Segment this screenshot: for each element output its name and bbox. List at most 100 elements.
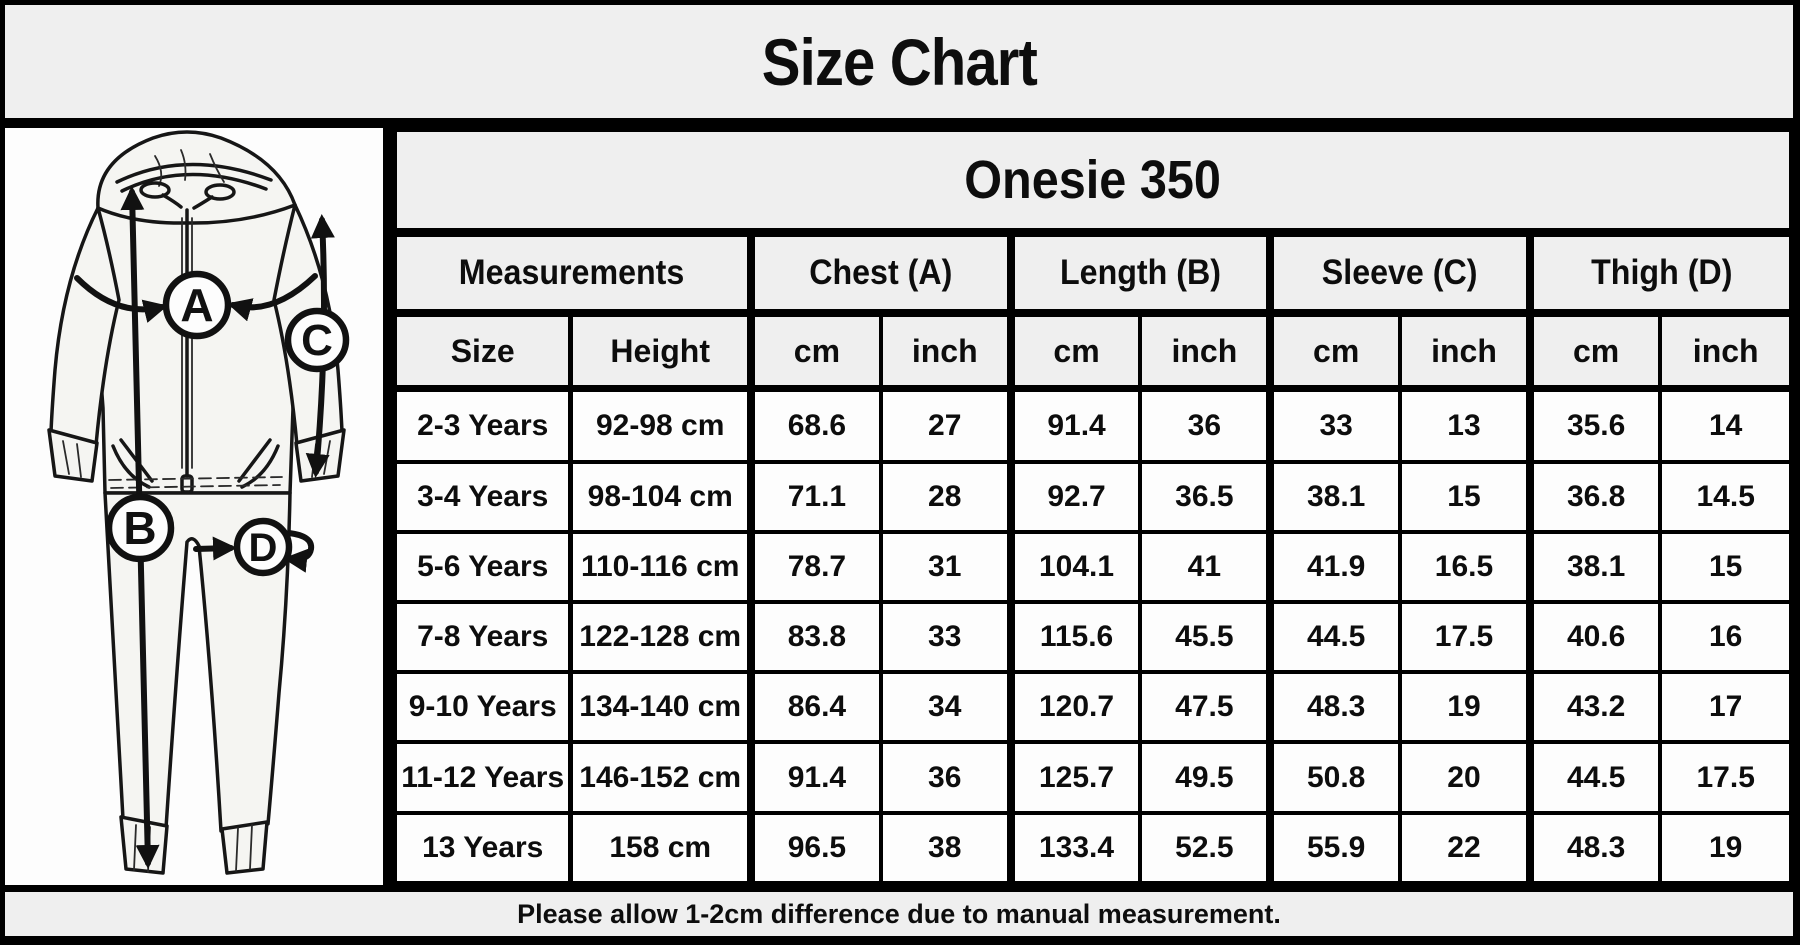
table-cell: 134-140 cm: [568, 670, 754, 745]
table-cell: 146-152 cm: [568, 740, 754, 815]
thigh-label: D: [249, 526, 278, 570]
table-cell: 45.5: [1138, 599, 1273, 675]
table-cell: 49.5: [1138, 740, 1273, 815]
table-cell: 36.5: [1138, 459, 1273, 534]
table-cell: 15: [1398, 459, 1532, 534]
group-header-label: Thigh (D): [1590, 253, 1733, 292]
table-row: 3-4 Years 98-104 cm 71.1 28 92.7 36.5 38.1 15 36…: [393, 459, 1793, 534]
chest-label-circle: [162, 270, 232, 340]
table-cell: 48.3: [1525, 810, 1663, 886]
table-cell: 38.1: [1525, 529, 1663, 604]
table-cell: 44.5: [1266, 599, 1403, 675]
table-cell: 35.6: [1525, 386, 1663, 464]
table-cell: 91.4: [1006, 386, 1143, 464]
table-cell: 7-8 Years: [393, 599, 573, 675]
table-cell: 122-128 cm: [568, 599, 754, 675]
table-cell: 44.5: [1525, 740, 1663, 815]
col-header-thigh-inch: inch: [1658, 311, 1793, 392]
table-cell: 71.1: [747, 459, 883, 534]
table-cell: 48.3: [1266, 670, 1403, 745]
col-header-chest-cm: cm: [747, 311, 883, 392]
col-header-length-cm: cm: [1006, 311, 1143, 392]
table-cell: 38: [878, 810, 1013, 886]
table-cell: 16.5: [1398, 529, 1532, 604]
table-cell: 47.5: [1138, 670, 1273, 745]
drawcords: [161, 193, 214, 210]
product-title: Onesie 350: [964, 150, 1222, 210]
table-cell: 17.5: [1398, 599, 1532, 675]
col-header-height: Height: [568, 311, 754, 392]
table-cell: 22: [1398, 810, 1532, 886]
table-row: 11-12 Years 146-152 cm 91.4 36 125.7 49.5 50.8…: [393, 740, 1793, 815]
page-title: Size Chart: [761, 24, 1037, 99]
table-cell: 11-12 Years: [393, 740, 573, 815]
table-cell: 9-10 Years: [393, 670, 573, 745]
table-cell: 28: [878, 459, 1013, 534]
table-cell: 41.9: [1266, 529, 1403, 604]
hood-rim-inner: [120, 172, 268, 193]
table-cell: 40.6: [1525, 599, 1663, 675]
table-cell: 91.4: [747, 740, 883, 815]
onesie-diagram: A B C D: [47, 130, 350, 875]
table-cell: 36: [1138, 386, 1273, 464]
table-cell: 2-3 Years: [393, 386, 573, 464]
group-header-length: Length (B): [1006, 230, 1273, 317]
product-title-cell: Onesie 350: [393, 128, 1793, 237]
sleeve-label-circle: [284, 307, 350, 373]
group-header-measurements: Measurements: [393, 230, 753, 317]
table-row: 7-8 Years 122-128 cm 83.8 33 115.6 45.5 44.5 17…: [393, 599, 1793, 675]
chest-arrow-left: [74, 275, 168, 323]
thigh-arrow: [193, 536, 237, 561]
group-header-chest: Chest (A): [747, 230, 1013, 317]
right-ankle-cuff: [220, 820, 269, 875]
measurement-annotations: A B C D: [74, 186, 350, 869]
table-cell: 13: [1398, 386, 1532, 464]
table-cell: 19: [1398, 670, 1532, 745]
table-cell: 34: [878, 670, 1013, 745]
size-table-panel: Onesie 350 Measurements Chest (A) Length…: [393, 128, 1794, 886]
table-cell: 17.5: [1658, 740, 1793, 815]
table-row: 2-3 Years 92-98 cm 68.6 27 91.4 36 33 13 35.6 14: [393, 386, 1793, 464]
hood-rim-outer: [115, 162, 273, 184]
table-cell: 158 cm: [568, 810, 754, 886]
table-cell: 68.6: [747, 386, 883, 464]
table-row: 5-6 Years 110-116 cm 78.7 31 104.1 41 41.9 16.5…: [393, 529, 1793, 604]
thigh-label-circle: [233, 517, 293, 577]
thigh-curl-arrow: [283, 530, 315, 573]
table-cell: 19: [1658, 810, 1793, 886]
sleeve-label: C: [301, 316, 333, 365]
group-header-label: Length (B): [1059, 253, 1221, 292]
col-header-sleeve-inch: inch: [1398, 311, 1532, 392]
table-cell: 52.5: [1138, 810, 1273, 886]
table-cell: 83.8: [747, 599, 883, 675]
table-cell: 92.7: [1006, 459, 1143, 534]
onesie-diagram-panel: A B C D: [5, 128, 383, 885]
table-cell: 14: [1658, 386, 1793, 464]
length-label: B: [123, 502, 156, 554]
footer-bar: Please allow 1-2cm difference due to man…: [5, 892, 1793, 936]
col-header-size: Size: [393, 311, 573, 392]
table-cell: 20: [1398, 740, 1532, 815]
col-header-length-inch: inch: [1138, 311, 1273, 392]
table-cell: 92-98 cm: [568, 386, 754, 464]
drawcord-toggle-right: [204, 183, 236, 201]
table-cell: 13 Years: [393, 810, 573, 886]
table-cell: 16: [1658, 599, 1793, 675]
table-cell: 98-104 cm: [568, 459, 754, 534]
left-cuff: [47, 428, 99, 483]
length-label-circle: [105, 493, 175, 563]
table-cell: 86.4: [747, 670, 883, 745]
table-cell: 31: [878, 529, 1013, 604]
chest-arrow-right: [227, 273, 318, 322]
zipper-pull: [180, 474, 194, 494]
table-cell: 33: [1266, 386, 1403, 464]
table-cell: 115.6: [1006, 599, 1143, 675]
table-cell: 17: [1658, 670, 1793, 745]
chest-label: A: [180, 279, 213, 331]
table-cell: 55.9: [1266, 810, 1403, 886]
table-cell: 33: [878, 599, 1013, 675]
table-cell: 104.1: [1006, 529, 1143, 604]
table-cell: 5-6 Years: [393, 529, 573, 604]
group-header-label: Chest (A): [809, 253, 953, 292]
